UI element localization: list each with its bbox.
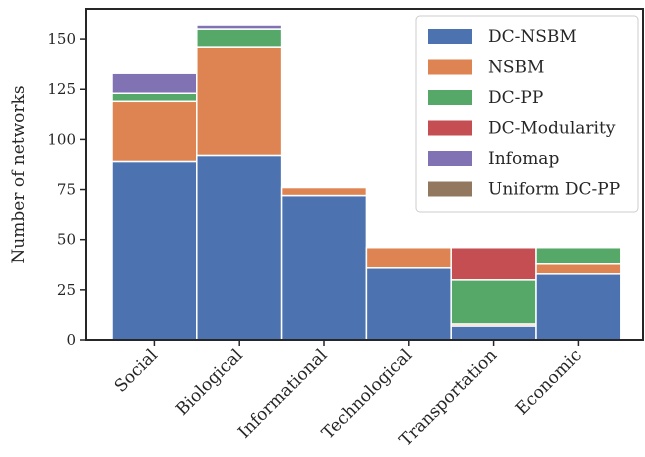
bar-economic-dc-pp [535,246,622,265]
y-axis-label: Number of networks [9,85,29,263]
bar-social-infomap [111,72,198,95]
legend-swatch [428,120,472,136]
y-tick-label: 50 [57,231,76,249]
bar-social-dc-pp [111,92,198,103]
bar-social-dc-nsbm [111,160,198,341]
legend-swatch [428,181,472,197]
bar-biological-dc-pp [196,28,283,48]
legend-label: DC-PP [488,88,543,108]
y-tick-label: 75 [57,181,76,199]
x-tick-label: Social [111,345,162,396]
bar-transportation-dc-pp [450,279,537,325]
bar-transportation-dc-nsbm [450,325,537,341]
y-tick-label: 125 [47,80,76,98]
legend-label: DC-Modularity [488,119,616,139]
x-ticks-group: Social BiologicalInformationalTechnologic… [111,340,586,451]
plot-frame [85,8,644,341]
legend-label: Uniform DC-PP [488,180,620,200]
x-tick-label: Biological [172,345,246,419]
x-tick-label: Technological [318,345,416,443]
bars-group [111,24,622,341]
bar-transportation-dc-modularity [450,246,537,281]
y-tick-label: 150 [47,30,76,48]
y-ticks-group: 0 25 50 75 100 125 150 [47,30,86,349]
legend-swatch [428,151,472,166]
y-tick-label: 100 [47,130,76,148]
bar-biological-nsbm [196,46,283,157]
legend-label: Infomap [488,149,559,169]
legend-swatch [428,29,472,44]
bar-technological-dc-nsbm [365,267,452,341]
bar-biological-infomap [196,24,283,30]
legend-label: DC-NSBM [488,27,577,47]
bar-technological-nsbm [365,246,452,269]
y-tick-label: 25 [57,281,76,299]
y-tick-label: 0 [66,331,76,349]
legend-swatch [428,90,472,105]
bar-biological-dc-nsbm [196,154,283,341]
legend-label: NSBM [488,58,544,78]
x-tick-label: Informational [234,345,331,442]
bar-social-nsbm [111,100,198,163]
x-tick-label: Economic [512,345,586,419]
bar-informational-dc-nsbm [280,194,368,341]
legend: DC-NSBM NSBM DC-PP DC-Modularity Infomap Unif… [415,15,639,213]
legend-swatch [428,59,472,75]
bar-economic-dc-nsbm [535,273,622,341]
bar-economic-nsbm [535,263,622,275]
bar-informational-nsbm [280,186,368,197]
